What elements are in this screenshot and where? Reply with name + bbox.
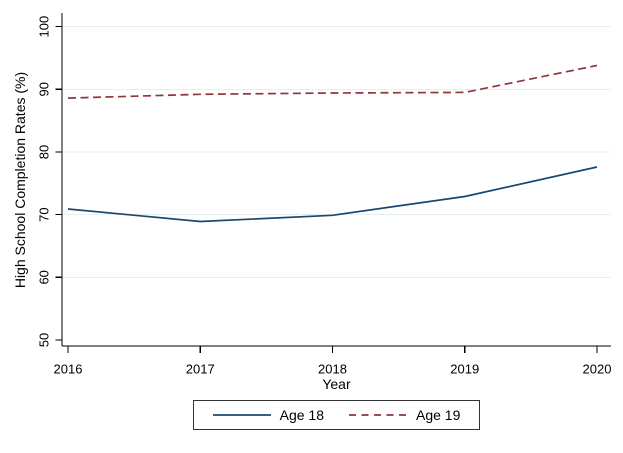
legend-label-age18: Age 18 xyxy=(279,407,324,423)
x-tick-label: 2017 xyxy=(186,362,215,377)
legend-entry-age19: Age 19 xyxy=(349,407,460,423)
series-line-age-19 xyxy=(67,64,598,99)
x-tick-label: 2020 xyxy=(583,362,612,377)
x-axis-title: Year xyxy=(322,376,351,392)
y-tick-label: 70 xyxy=(37,207,52,221)
legend-entry-age18: Age 18 xyxy=(212,407,324,423)
x-tick-label: 2018 xyxy=(318,362,347,377)
legend-label-age19: Age 19 xyxy=(416,407,461,423)
y-tick-label: 60 xyxy=(37,270,52,284)
legend: Age 18 Age 19 xyxy=(193,400,480,430)
y-axis-title: High School Completion Rates (%) xyxy=(12,71,28,289)
x-tick-label: 2016 xyxy=(54,362,83,377)
x-tick-label: 2019 xyxy=(450,362,479,377)
y-tick-label: 90 xyxy=(37,82,52,96)
legend-line-sample-age19-icon xyxy=(349,413,407,417)
series-line-age-18 xyxy=(67,166,598,223)
y-tick-label: 50 xyxy=(37,333,52,347)
y-tick-label: 100 xyxy=(37,16,52,38)
legend-line-sample-age18-icon xyxy=(212,413,271,417)
y-tick-label: 80 xyxy=(37,145,52,159)
